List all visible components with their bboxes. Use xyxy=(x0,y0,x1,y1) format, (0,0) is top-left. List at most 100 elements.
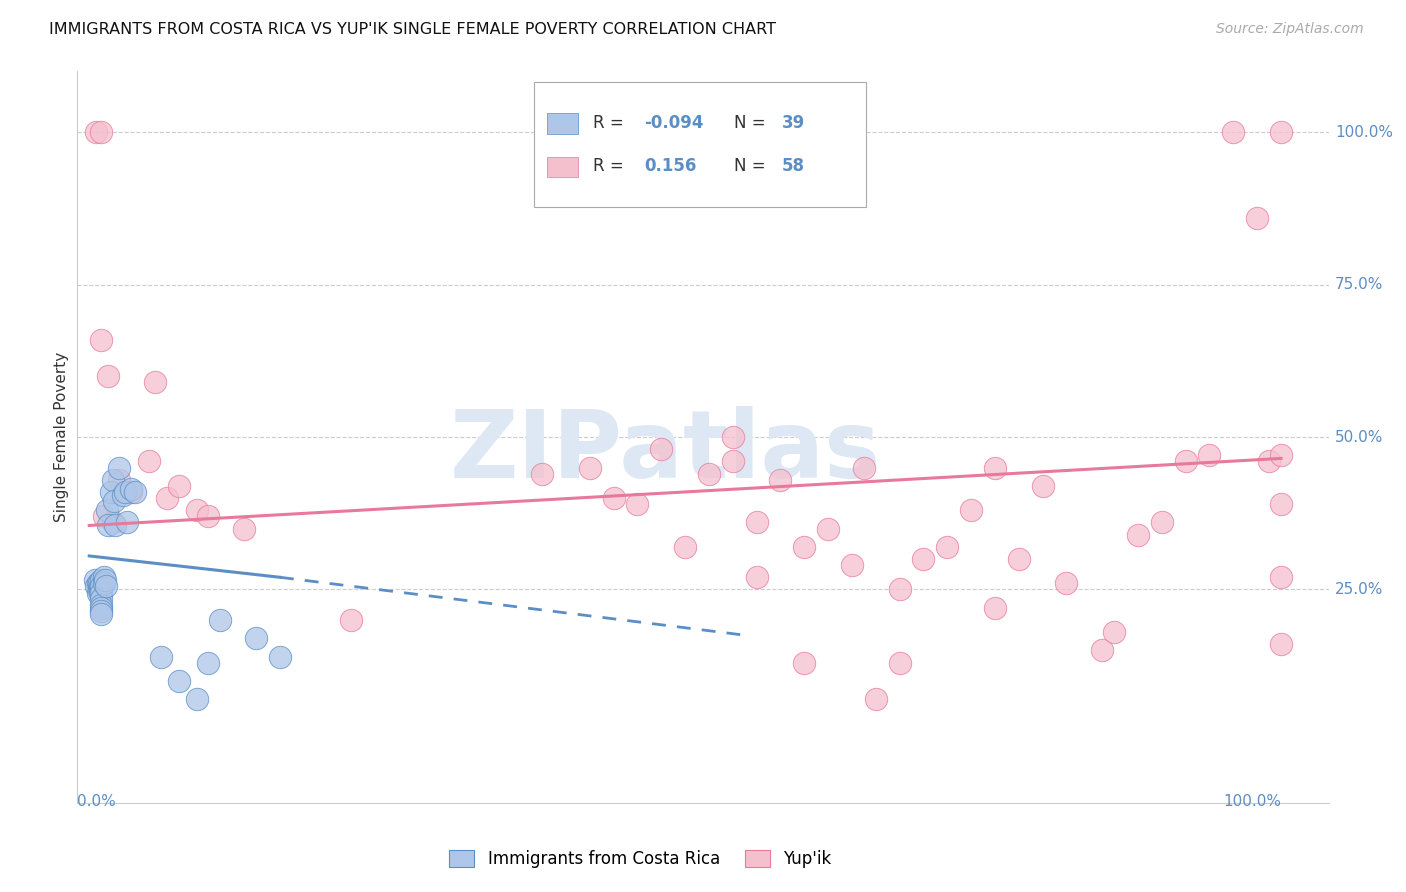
Point xyxy=(90,585,112,599)
Point xyxy=(865,692,887,706)
FancyBboxPatch shape xyxy=(534,82,866,207)
Text: 58: 58 xyxy=(782,158,804,176)
Text: 0.0%: 0.0% xyxy=(77,794,117,809)
Point xyxy=(1270,570,1292,584)
Point xyxy=(269,649,291,664)
Point xyxy=(111,488,134,502)
Point xyxy=(90,574,112,588)
Point xyxy=(960,503,983,517)
Point xyxy=(87,576,110,591)
Point xyxy=(1270,637,1292,651)
Point xyxy=(103,494,125,508)
Point xyxy=(90,591,112,606)
Text: 39: 39 xyxy=(782,113,806,131)
Point xyxy=(90,579,112,593)
Point xyxy=(108,473,131,487)
Point xyxy=(602,491,624,505)
Point xyxy=(197,509,219,524)
Point xyxy=(90,604,112,618)
Text: N =: N = xyxy=(734,113,770,131)
Point xyxy=(673,540,696,554)
Point xyxy=(626,497,648,511)
Point xyxy=(1056,576,1078,591)
Point xyxy=(721,430,744,444)
Point xyxy=(101,473,124,487)
Point xyxy=(138,454,160,468)
Point xyxy=(889,582,911,597)
Text: R =: R = xyxy=(593,158,628,176)
Point xyxy=(578,460,600,475)
Point xyxy=(1150,516,1173,530)
Point xyxy=(197,656,219,670)
Point xyxy=(186,503,208,517)
Point xyxy=(186,692,208,706)
Point xyxy=(340,613,363,627)
Point xyxy=(93,576,115,591)
Point xyxy=(793,540,815,554)
Point xyxy=(114,485,136,500)
Point xyxy=(97,369,120,384)
Point xyxy=(167,479,190,493)
Point xyxy=(1032,479,1054,493)
Point xyxy=(1270,125,1292,139)
Point xyxy=(89,585,111,599)
Text: ZIPatlas: ZIPatlas xyxy=(450,406,882,498)
Point xyxy=(1270,497,1292,511)
Point xyxy=(209,613,232,627)
FancyBboxPatch shape xyxy=(547,157,578,178)
Point xyxy=(984,600,1007,615)
Point xyxy=(90,125,112,139)
Point xyxy=(156,491,179,505)
Point xyxy=(769,473,792,487)
Text: 100.0%: 100.0% xyxy=(1334,125,1393,140)
Point xyxy=(93,509,115,524)
Point xyxy=(120,482,142,496)
FancyBboxPatch shape xyxy=(547,113,578,134)
Point xyxy=(1270,449,1292,463)
Text: 0.156: 0.156 xyxy=(644,158,696,176)
Point xyxy=(912,552,935,566)
Point xyxy=(841,558,863,573)
Point xyxy=(697,467,720,481)
Text: -0.094: -0.094 xyxy=(644,113,703,131)
Point xyxy=(817,521,839,535)
Point xyxy=(90,607,112,621)
Point xyxy=(1102,625,1125,640)
Point xyxy=(531,467,554,481)
Point xyxy=(97,518,120,533)
Point xyxy=(90,333,112,347)
Point xyxy=(1198,449,1220,463)
Point xyxy=(143,376,166,390)
Point xyxy=(936,540,959,554)
Point xyxy=(1246,211,1268,225)
Point xyxy=(120,485,142,500)
Text: 100.0%: 100.0% xyxy=(1223,794,1281,809)
Point xyxy=(86,579,108,593)
Point xyxy=(86,576,108,591)
Text: R =: R = xyxy=(593,113,628,131)
Point xyxy=(1222,125,1244,139)
Point xyxy=(86,125,108,139)
Text: Source: ZipAtlas.com: Source: ZipAtlas.com xyxy=(1216,22,1364,37)
Point xyxy=(1258,454,1281,468)
Point xyxy=(721,454,744,468)
Point xyxy=(852,460,875,475)
Point xyxy=(233,521,256,535)
Point xyxy=(89,579,111,593)
Point xyxy=(108,460,131,475)
Text: 75.0%: 75.0% xyxy=(1334,277,1384,293)
Text: IMMIGRANTS FROM COSTA RICA VS YUP'IK SINGLE FEMALE POVERTY CORRELATION CHART: IMMIGRANTS FROM COSTA RICA VS YUP'IK SIN… xyxy=(49,22,776,37)
Point xyxy=(745,516,768,530)
Point xyxy=(1008,552,1031,566)
Point xyxy=(117,516,139,530)
Point xyxy=(90,600,112,615)
Point xyxy=(793,656,815,670)
Point xyxy=(100,485,122,500)
Legend: Immigrants from Costa Rica, Yup'ik: Immigrants from Costa Rica, Yup'ik xyxy=(443,844,838,875)
Point xyxy=(650,442,672,457)
Point xyxy=(87,582,110,597)
Text: 50.0%: 50.0% xyxy=(1334,430,1384,444)
Point xyxy=(1126,527,1149,541)
Point xyxy=(124,485,146,500)
Point xyxy=(1174,454,1197,468)
